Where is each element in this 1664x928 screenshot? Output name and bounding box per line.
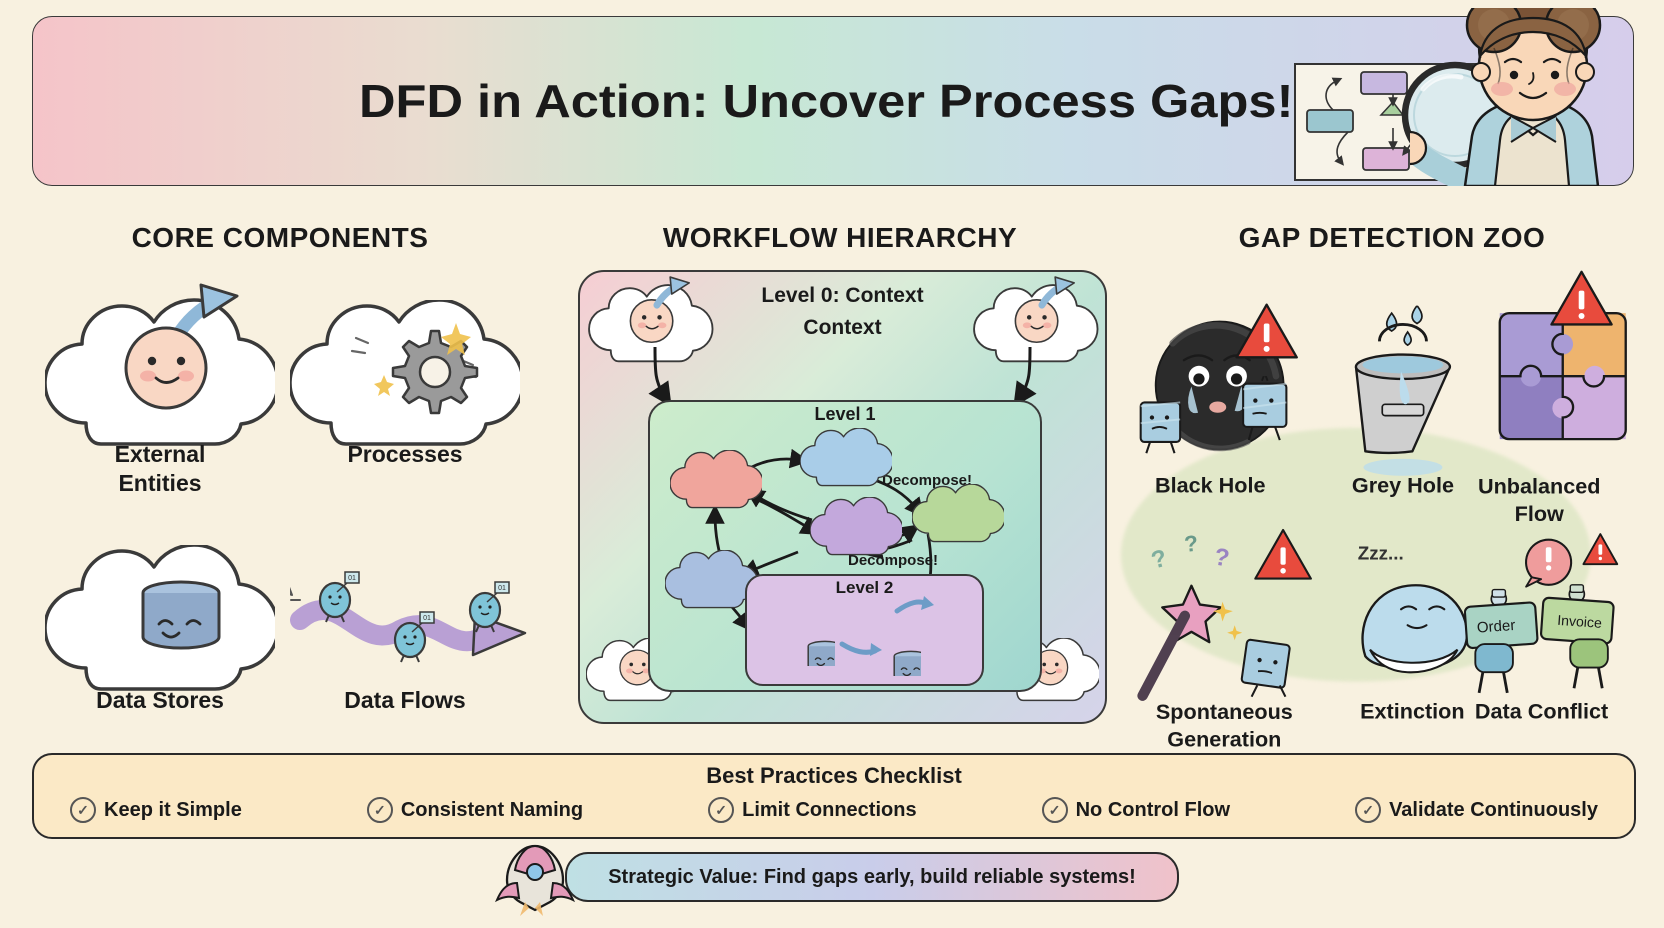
svg-text:?: ?	[1183, 531, 1199, 557]
svg-text:?: ?	[1212, 543, 1231, 572]
svg-text:?: ?	[1148, 545, 1169, 575]
svg-text:Zzz...: Zzz...	[1358, 542, 1404, 563]
svg-text:Invoice: Invoice	[1557, 612, 1603, 631]
svg-text:Order: Order	[1476, 617, 1516, 637]
